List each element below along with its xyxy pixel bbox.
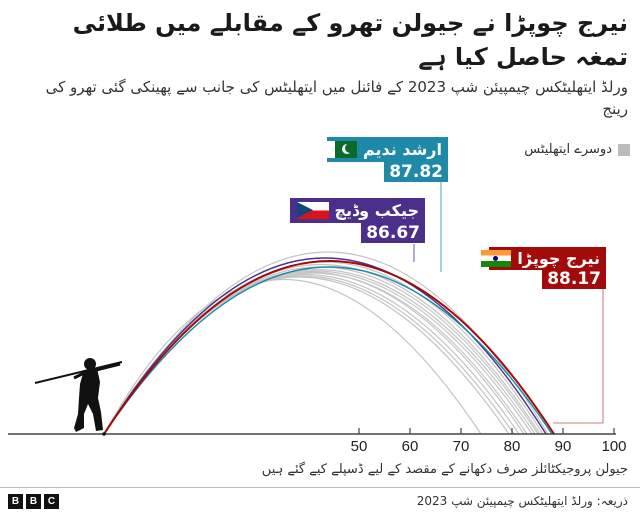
legend-swatch-other-athletes [618,143,630,156]
chart-footnote: جیولن پروجیکٹائلز صرف دکھانے کے مقصد کے … [261,462,628,477]
footer-divider [0,487,640,488]
label-name-box: جیکب وڈیچ [290,198,425,223]
x-tick-label: 100 [601,438,627,455]
javelin-thrower-icon [34,358,123,436]
label-name-box: نیرج چوپڑا [481,247,606,270]
bbc-logo: B B C [8,494,59,509]
x-tick-label: 70 [452,438,470,455]
x-axis-ticks [358,428,615,434]
neeraj-chopra-trajectory [103,260,555,435]
x-tick-label: 80 [503,438,521,455]
x-tick-label: 50 [350,438,368,455]
x-tick-label: 60 [401,438,419,455]
neeraj-connector [553,289,604,424]
bbc-logo-letter: B [8,494,23,509]
legend: دوسرے ایتھلیٹس [524,142,630,157]
label-jakub-vadlejch: جیکب وڈیچ 86.67 [290,198,425,244]
arshad-nadeem-trajectory [103,266,553,435]
label-neeraj-chopra: نیرج چوپڑا 88.17 [481,247,606,289]
czech-flag-icon [296,202,329,219]
athlete-name: ارشد ندیم [362,140,442,159]
chart-title: نیرج چوپڑا نے جیولن تھرو کے مقابلے میں ط… [72,9,628,71]
label-arshad-nadeem: ارشد ندیم 87.82 [326,137,448,182]
athlete-name: جیکب وڈیچ [334,201,419,220]
throw-distance: 86.67 [361,223,425,243]
throw-distance: 87.82 [384,162,448,182]
label-name-box: ارشد ندیم [326,137,448,162]
chart-subtitle: ورلڈ ایتھلیٹکس چیمپیئن شپ 2023 کے فائنل … [45,78,628,118]
jakub-vadlejch-trajectory [103,257,547,435]
pakistan-flag-icon [326,141,357,158]
athlete-name: نیرج چوپڑا [517,249,600,268]
bbc-logo-letter: B [26,494,41,509]
legend-label: دوسرے ایتھلیٹس [524,142,612,157]
x-tick-label: 90 [554,438,572,455]
throw-distance: 88.17 [542,270,606,289]
india-flag-icon [481,250,512,267]
bbc-logo-letter: C [44,494,59,509]
source-credit: ذریعہ: ورلڈ ایتھلیٹکس چیمپیئن شپ 2023 [416,494,628,508]
